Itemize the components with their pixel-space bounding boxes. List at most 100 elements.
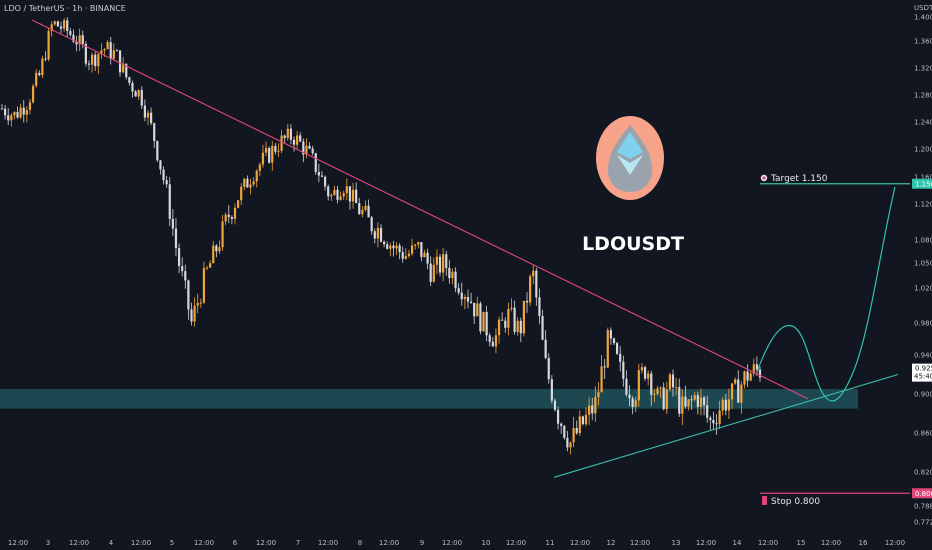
candle-body	[289, 128, 293, 140]
candle-body	[370, 217, 373, 232]
candle-body	[205, 267, 209, 269]
candle-body	[150, 112, 153, 124]
candle-body	[94, 54, 97, 67]
candle-body	[261, 152, 265, 165]
candle-body	[215, 245, 218, 252]
candle-body	[451, 271, 454, 279]
candle-body	[16, 111, 19, 118]
candle-body	[463, 297, 466, 300]
candle-body	[420, 242, 423, 258]
candle-body	[311, 148, 314, 154]
candle-body	[466, 297, 470, 302]
candle-countdown: 45:40	[914, 373, 932, 381]
price-axis[interactable]	[910, 0, 932, 550]
candle-body	[755, 364, 758, 370]
candle-body	[497, 319, 501, 336]
candle-body	[53, 21, 56, 25]
y-tick-label: 1.360	[914, 38, 932, 46]
candle-body	[457, 288, 460, 293]
candle-body	[125, 63, 128, 78]
candle-body	[243, 178, 246, 187]
y-tick-label: 1.120	[914, 201, 932, 209]
candle-body	[684, 396, 687, 407]
x-tick-label: 10	[482, 539, 491, 547]
candle-body	[78, 35, 81, 45]
candle-body	[656, 388, 659, 394]
candle-body	[351, 189, 355, 202]
candle-body	[547, 357, 550, 380]
candle-body	[342, 193, 345, 197]
candle-body	[358, 203, 361, 215]
x-tick-label: 12:00	[821, 539, 841, 547]
candle-body	[438, 256, 442, 273]
x-tick-label: 6	[233, 539, 238, 547]
symbol-header[interactable]: LDO / TetherUS · 1h · BINANCE	[4, 4, 126, 13]
candle-body	[66, 20, 69, 32]
candle-body	[675, 387, 678, 389]
candle-body	[448, 267, 451, 279]
candle-body	[404, 255, 407, 259]
candle-body	[740, 384, 743, 403]
candle-body	[31, 85, 35, 103]
candle-body	[367, 205, 370, 218]
y-tick-label: 1.240	[914, 119, 932, 127]
candle-body	[317, 171, 320, 176]
candle-body	[115, 50, 119, 52]
candle-body	[131, 82, 134, 92]
candle-body	[718, 410, 721, 425]
candle-body	[379, 227, 383, 242]
resistance-trendline[interactable]	[31, 19, 809, 400]
candle-body	[264, 148, 268, 153]
candle-body	[345, 186, 348, 194]
candle-body	[209, 263, 212, 268]
candle-body	[69, 31, 72, 35]
candle-body	[35, 72, 38, 86]
candle-body	[146, 112, 150, 118]
candle-body	[758, 369, 762, 378]
candle-body	[258, 164, 261, 171]
candle-body	[410, 245, 414, 254]
candle-body	[184, 271, 187, 281]
projection-path[interactable]	[756, 186, 896, 402]
candle-body	[709, 417, 712, 421]
candle-body	[429, 263, 432, 282]
candle-body	[625, 378, 628, 395]
candle-body	[364, 205, 367, 210]
candle-body	[221, 221, 224, 248]
candle-body	[588, 405, 591, 415]
candle-body	[550, 379, 553, 401]
candle-body	[560, 423, 563, 426]
candle-body	[75, 41, 78, 45]
candle-body	[128, 77, 131, 83]
candle-body	[236, 200, 240, 208]
candle-body	[634, 400, 637, 407]
candle-body	[168, 184, 171, 219]
candle-body	[190, 309, 193, 322]
candle-body	[348, 186, 352, 202]
y-tick-label: 1.280	[914, 92, 932, 100]
candle-body	[706, 405, 709, 418]
candle-body	[218, 247, 221, 252]
x-tick-label: 11	[546, 539, 555, 547]
candle-body	[202, 268, 206, 303]
candle-body	[87, 63, 91, 65]
candle-body	[491, 341, 494, 347]
candle-body	[162, 169, 165, 181]
candle-body	[90, 54, 94, 65]
x-tick-label: 15	[797, 539, 806, 547]
candle-body	[671, 374, 675, 388]
candle-body	[41, 58, 44, 76]
candle-body	[407, 253, 411, 256]
candle-body	[47, 31, 50, 60]
candle-body	[538, 297, 541, 317]
candle-body	[159, 160, 162, 170]
candle-body	[423, 252, 426, 258]
candle-body	[556, 409, 560, 424]
candle-body	[118, 50, 122, 73]
support-trendline[interactable]	[553, 373, 899, 478]
candle-body	[662, 387, 665, 410]
candle-body	[7, 115, 10, 121]
candle-body	[612, 338, 616, 344]
y-tick-label: 1.080	[914, 237, 932, 245]
